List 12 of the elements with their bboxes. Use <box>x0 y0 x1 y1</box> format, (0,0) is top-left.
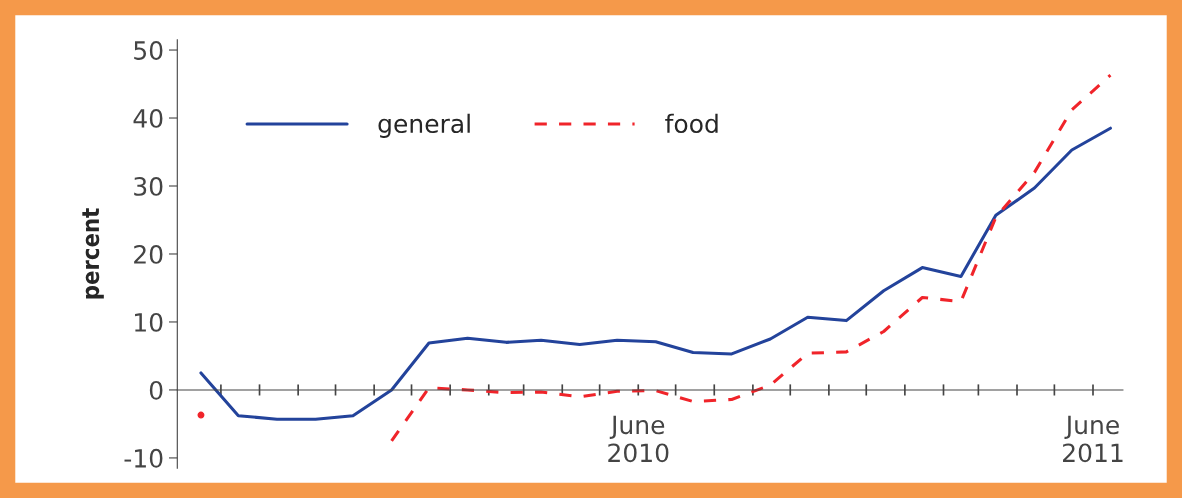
y-tick-label: 40 <box>133 108 163 128</box>
legend-label: general <box>378 113 470 138</box>
y-tick-label: 30 <box>134 176 163 196</box>
y-tick-label: 0 <box>149 380 163 400</box>
y-tick-label: 20 <box>134 244 163 264</box>
x-tick-label: June 2010 <box>608 415 669 463</box>
y-tick-label: -10 <box>124 448 163 468</box>
y-tick-label: 10 <box>135 312 163 332</box>
x-tick-label: June 2011 <box>1063 415 1123 463</box>
y-tick-label: 50 <box>134 40 163 60</box>
legend-label: food <box>665 113 718 134</box>
y-axis-title: percent <box>82 208 104 299</box>
